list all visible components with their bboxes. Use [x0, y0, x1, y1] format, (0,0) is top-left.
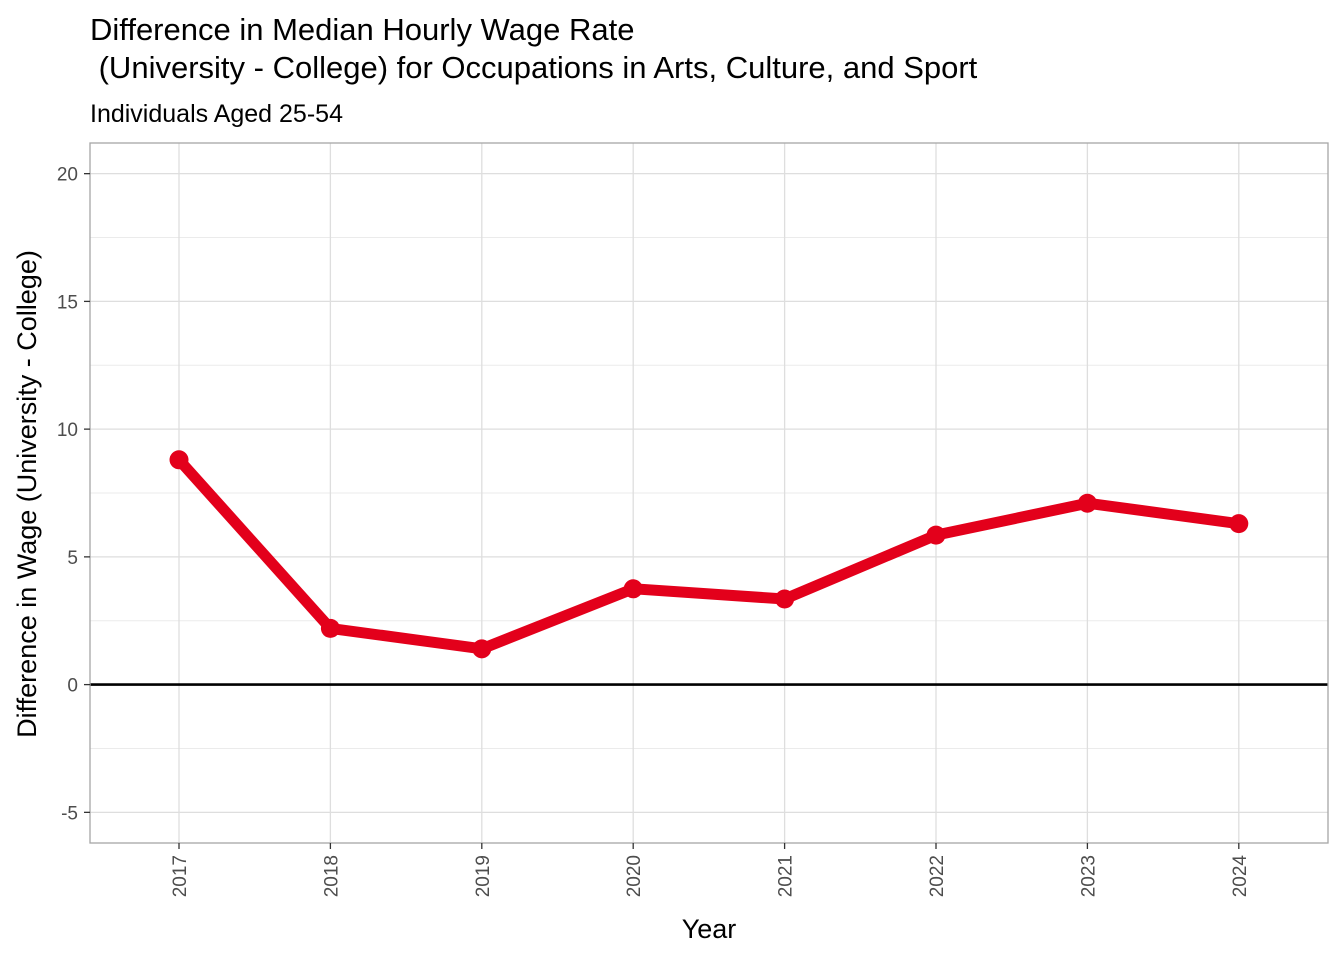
data-points	[169, 450, 1249, 659]
x-tick-label: 2023	[1078, 855, 1099, 897]
y-axis-title: Difference in Wage (University - College…	[12, 250, 42, 738]
data-point-2022	[926, 525, 946, 545]
data-point-2024	[1229, 514, 1249, 534]
y-axis-ticks: -5 0 5 10 15 20	[57, 165, 90, 824]
series-line	[173, 454, 1245, 655]
x-tick-label: 2020	[624, 855, 645, 897]
y-tick-label: 5	[67, 548, 78, 569]
chart-title-line-2: (University - College) for Occupations i…	[90, 50, 978, 85]
panel-border	[89, 142, 1329, 844]
x-tick-label: 2021	[776, 855, 797, 897]
x-tick-label: 2022	[927, 855, 948, 897]
y-tick-label: 10	[57, 420, 78, 441]
y-tick-label: 0	[67, 676, 78, 697]
data-point-2018	[320, 618, 340, 638]
data-point-2019	[472, 639, 492, 659]
y-tick-label: 15	[57, 292, 78, 313]
data-point-2021	[775, 589, 795, 609]
grid-lines	[90, 143, 1328, 843]
x-tick-label: 2017	[170, 855, 191, 897]
chart-subtitle: Individuals Aged 25-54	[90, 100, 343, 128]
x-axis-title: Year	[682, 914, 737, 944]
chart-title-line-1: Difference in Median Hourly Wage Rate	[90, 12, 634, 47]
y-tick-label: 20	[57, 165, 78, 186]
series-line-layer	[173, 454, 1245, 655]
x-tick-label: 2019	[473, 855, 494, 897]
x-axis-ticks: 2017 2018 2019 2020 2021 2022 2023 2024	[170, 843, 1251, 897]
x-tick-label: 2024	[1230, 855, 1251, 898]
x-tick-label: 2018	[321, 855, 342, 897]
data-point-2017	[169, 450, 189, 470]
data-point-2020	[623, 579, 643, 599]
y-tick-label: -5	[61, 803, 78, 824]
data-point-2023	[1077, 493, 1097, 513]
